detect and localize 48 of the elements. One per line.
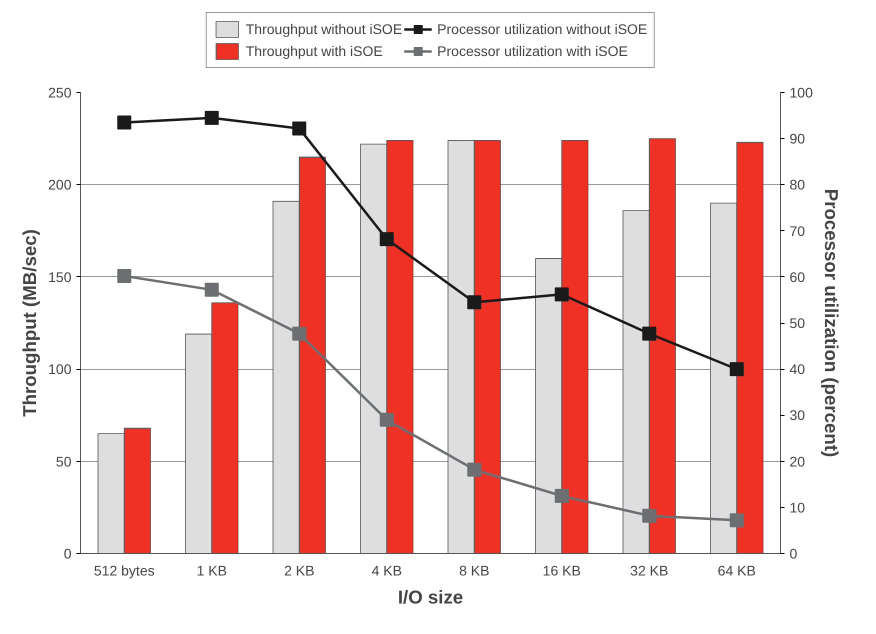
point [204,110,219,125]
x-tick-label: 64 KB [718,562,756,578]
y2-tick-label: 0 [790,546,798,562]
x-tick-label: 16 KB [542,562,581,578]
point [467,462,482,477]
y2-tick-label: 40 [790,361,806,378]
point [117,115,132,130]
y2-tick-label: 70 [790,222,806,239]
y2-tick-label: 80 [790,176,806,193]
point [292,121,306,136]
legend-label: Processor utilization without iSOE [437,21,648,37]
y2-tick-label: 100 [790,84,814,100]
point [730,513,744,528]
y2-tick-label: 20 [790,453,806,470]
x-tick-label: 1 KB [196,562,227,578]
point [730,362,744,376]
y-tick-label: 0 [64,546,72,562]
point [380,412,394,427]
x-tick-label: 2 KB [284,562,314,578]
x-axis-title: I/O size [398,586,464,608]
x-tick-label: 32 KB [630,562,668,578]
point [380,232,394,246]
point [467,295,482,310]
point [554,488,569,503]
y2-tick-label: 10 [790,499,806,516]
y2-tick-label: 30 [790,407,806,424]
point [642,326,656,341]
y-tick-label: 100 [48,361,72,378]
x-tick-label: 4 KB [372,562,402,578]
point [117,268,132,283]
point [292,326,306,341]
y-tick-label: 150 [48,268,72,285]
legend-label: Throughput without iSOE [246,21,402,37]
legend-label: Processor utilization with iSOE [437,43,628,59]
point [642,508,656,523]
y-axis-title: Throughput (MB/sec) [19,229,40,417]
x-tick-label: 512 bytes [94,562,155,578]
y2-axis-title: Processor utilization (percent) [820,188,842,458]
x-tick-label: 8 KB [459,562,490,578]
point [204,282,219,297]
y-tick-label: 200 [48,176,72,193]
y2-tick-label: 90 [790,130,806,147]
point [554,287,569,302]
y-tick-label: 250 [48,84,72,100]
y2-tick-label: 60 [790,268,806,285]
y2-tick-label: 50 [790,315,806,331]
y-tick-label: 50 [56,453,72,470]
legend-label: Throughput with iSOE [246,43,383,59]
